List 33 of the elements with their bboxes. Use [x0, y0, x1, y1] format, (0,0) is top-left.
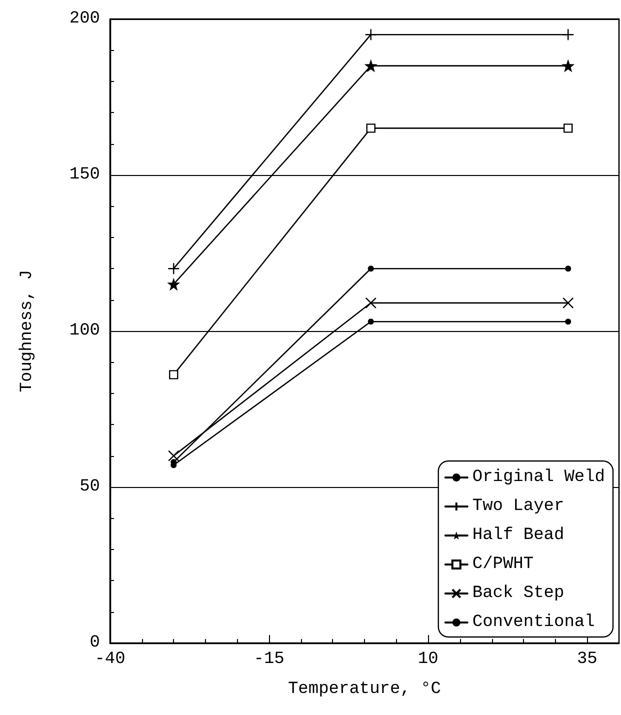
point — [364, 59, 378, 72]
x-tick-label: 35 — [576, 650, 598, 669]
point — [562, 297, 574, 309]
point — [366, 124, 376, 133]
x-tick-label: 10 — [418, 650, 438, 669]
legend-label: Half Bead — [472, 526, 564, 545]
point — [565, 266, 572, 272]
point — [365, 297, 376, 309]
y-tick-label: 0 — [90, 634, 100, 652]
x-tick-label: -40 — [94, 650, 126, 669]
point — [368, 266, 374, 272]
x-axis-title: Temperature, °C — [288, 680, 442, 699]
y-tick-label: 150 — [69, 166, 100, 184]
point — [168, 450, 180, 462]
point — [562, 59, 575, 72]
point — [565, 318, 572, 325]
point — [168, 262, 180, 275]
legend-label: C/PWHT — [472, 555, 534, 574]
y-tick-label: 200 — [69, 10, 100, 28]
legend-label: Two Layer — [472, 497, 564, 516]
legend-label: Conventional — [472, 613, 595, 632]
y-tick-label: 50 — [80, 478, 100, 496]
point — [368, 318, 374, 325]
legend-label: Back Step — [472, 584, 564, 603]
y-axis-title: Toughness, J — [18, 270, 37, 392]
point — [564, 124, 573, 133]
x-tick-label: -15 — [254, 650, 284, 669]
point — [562, 28, 574, 41]
legend-label: Original Weld — [472, 468, 606, 487]
point — [167, 278, 180, 291]
point — [169, 370, 178, 380]
point — [364, 28, 377, 41]
y-tick-label: 100 — [69, 322, 100, 340]
